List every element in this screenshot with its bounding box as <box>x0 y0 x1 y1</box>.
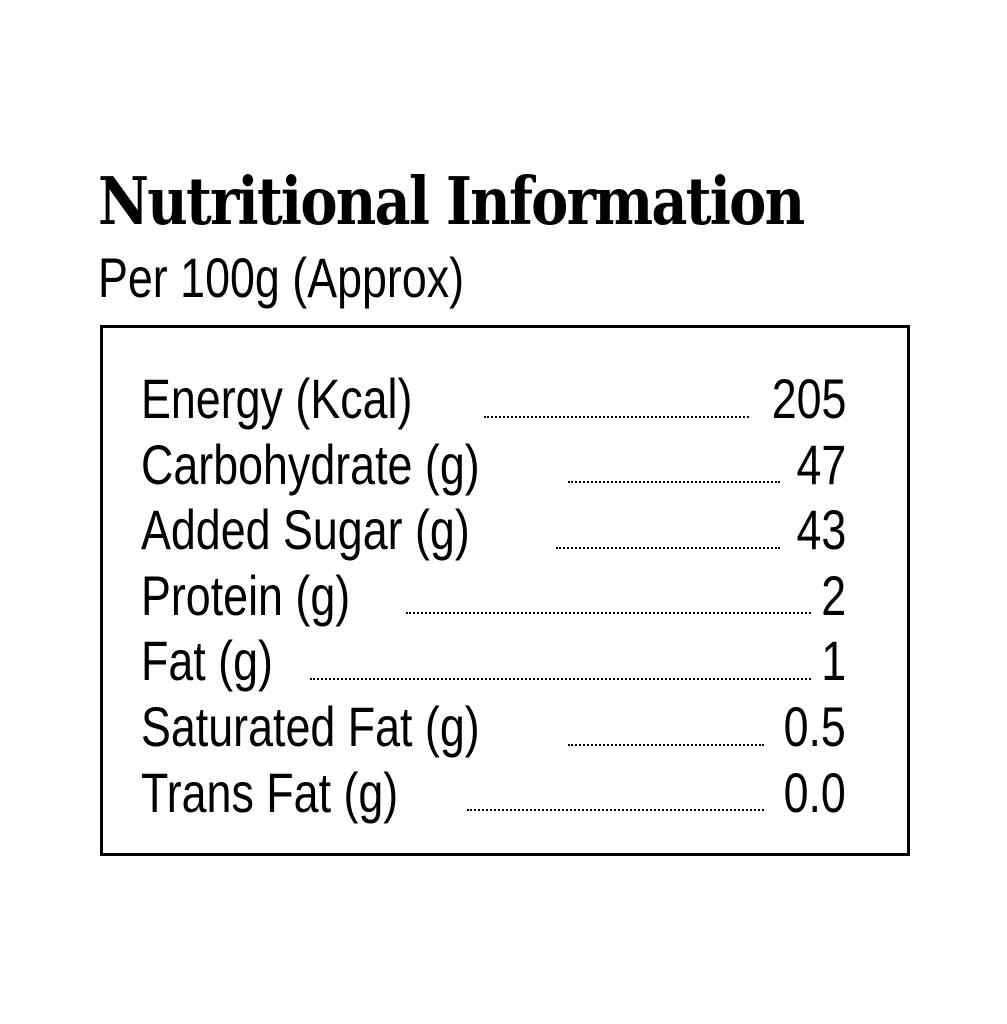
nutrient-row-trans-fat: Trans Fat (g) 0.0 <box>141 760 846 826</box>
dotted-leader <box>568 743 765 746</box>
dotted-leader <box>406 612 811 615</box>
nutrient-label: Trans Fat (g) <box>141 760 399 824</box>
nutrient-row-carbohydrate: Carbohydrate (g) 47 <box>141 432 846 498</box>
nutrient-value: 0.0 <box>783 760 846 824</box>
nutrient-row-energy: Energy (Kcal) 205 <box>141 366 846 432</box>
nutrient-label: Energy (Kcal) <box>141 367 413 430</box>
nutrient-value: 0.5 <box>783 694 846 758</box>
nutrient-list: Energy (Kcal) 205 Carbohydrate (g) 47 Ad… <box>141 366 846 825</box>
nutrition-table: Energy (Kcal) 205 Carbohydrate (g) 47 Ad… <box>100 325 910 856</box>
nutrient-value: 205 <box>771 367 846 430</box>
nutrient-row-fat: Fat (g) 1 <box>141 628 846 694</box>
dotted-leader <box>466 809 765 812</box>
nutrient-label: Saturated Fat (g) <box>141 694 480 758</box>
nutrient-label: Fat (g) <box>141 629 273 693</box>
dotted-leader <box>568 481 780 484</box>
nutrient-value: 1 <box>821 629 846 693</box>
nutrient-row-protein: Protein (g) 2 <box>141 563 846 629</box>
dotted-leader <box>309 677 811 680</box>
nutrient-value: 43 <box>796 498 846 562</box>
nutrient-value: 2 <box>821 563 846 627</box>
nutrient-value: 47 <box>796 432 846 496</box>
dotted-leader <box>484 415 749 418</box>
nutrient-label: Carbohydrate (g) <box>141 432 480 496</box>
nutrient-row-added-sugar: Added Sugar (g) 43 <box>141 497 846 563</box>
nutrient-label: Added Sugar (g) <box>141 498 470 562</box>
dotted-leader <box>555 546 780 549</box>
serving-subtitle: Per 100g (Approx) <box>98 246 465 309</box>
nutrient-label: Protein (g) <box>141 563 351 627</box>
nutrient-row-saturated-fat: Saturated Fat (g) 0.5 <box>141 694 846 760</box>
page-title: Nutritional Information <box>98 163 805 240</box>
